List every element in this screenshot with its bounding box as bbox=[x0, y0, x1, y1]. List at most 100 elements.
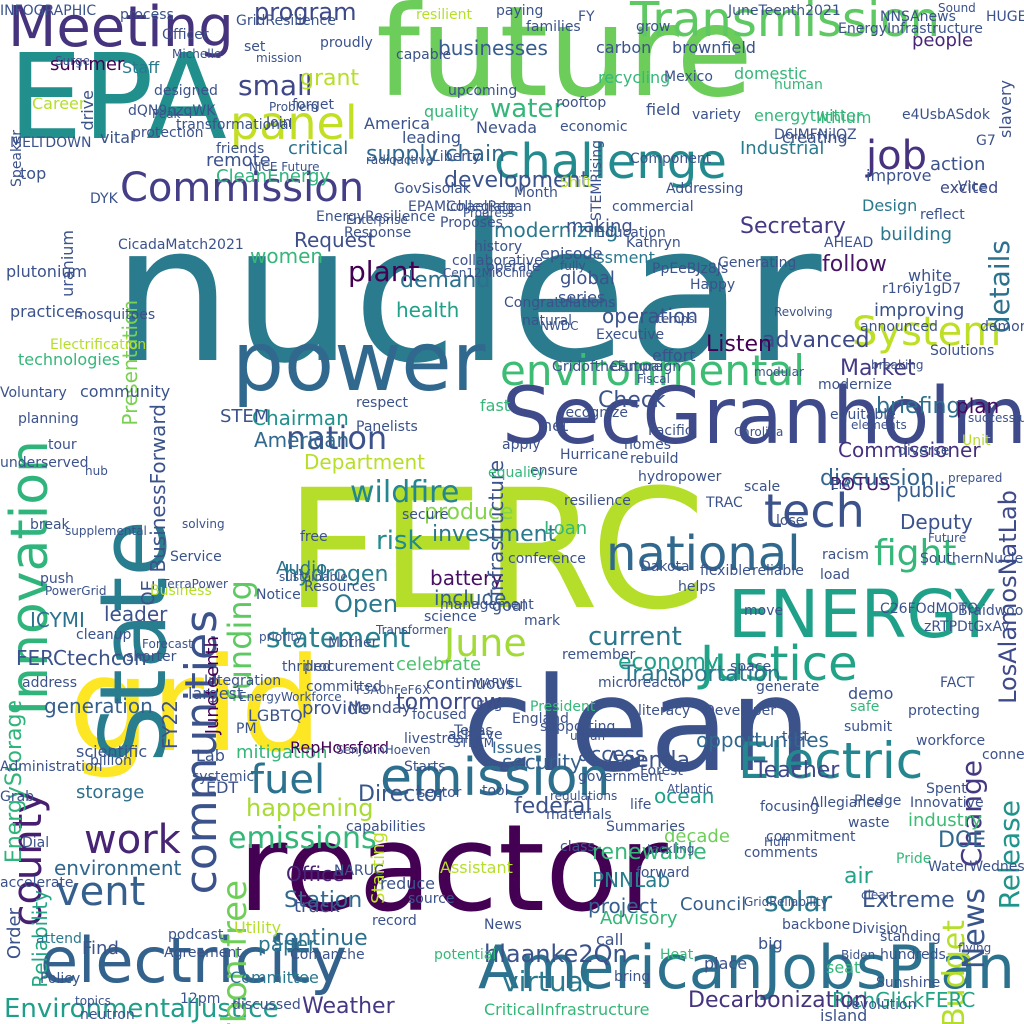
word-energytwitter: energytwitter bbox=[754, 106, 863, 125]
word-emissions: emissions bbox=[228, 821, 377, 856]
word-loan: Loan bbox=[544, 518, 588, 539]
word-voluntary: Voluntary bbox=[0, 385, 67, 401]
word-transformational: transformational bbox=[176, 117, 293, 133]
word-potential: potential bbox=[434, 947, 497, 963]
word-address: address bbox=[22, 675, 78, 691]
word-effort: effort bbox=[652, 346, 696, 365]
word-d6lmfnjlqz: D6lMFNjlQZ bbox=[774, 127, 857, 143]
word-tour: tour bbox=[48, 437, 77, 453]
word-continuous: continuous bbox=[426, 674, 514, 693]
word-grant: grant bbox=[300, 66, 360, 91]
word-topics: topics bbox=[75, 994, 111, 1008]
word-energyworkforce: EnergyWorkforce bbox=[239, 690, 342, 704]
word-water: water bbox=[490, 94, 565, 124]
word-national: national bbox=[606, 526, 801, 582]
word-nuclear: nuclear bbox=[112, 184, 822, 405]
word-reduce: reduce bbox=[380, 874, 436, 893]
word-policy: Policy bbox=[40, 971, 81, 987]
word-briefing: briefing bbox=[876, 394, 961, 419]
word-environmentaljustice: EnvironmentalJustice bbox=[4, 994, 279, 1024]
word-check: Check bbox=[598, 388, 666, 413]
word-designed: designed bbox=[154, 83, 218, 99]
word-council: Council bbox=[680, 894, 747, 915]
word-president: President bbox=[530, 699, 596, 715]
word-prepared: prepared bbox=[948, 471, 1003, 485]
word-peak: Peak bbox=[152, 107, 181, 121]
word-discussed: discussed bbox=[232, 997, 301, 1013]
word-future: Future bbox=[928, 531, 967, 545]
word-forget: forget bbox=[292, 97, 334, 113]
word-urban: urban bbox=[570, 729, 606, 743]
word-innovative: Innovative bbox=[910, 795, 984, 811]
word-load: load bbox=[820, 567, 850, 583]
word-speaker: Speaker bbox=[9, 130, 25, 187]
word-ppeebjz8js: PpEeBJz8Js bbox=[652, 261, 729, 277]
word-rooftop: rooftop bbox=[556, 95, 607, 111]
word-announced: announced bbox=[860, 319, 938, 335]
word-break: break bbox=[30, 517, 70, 533]
word-forest: Forest bbox=[640, 763, 683, 779]
word-fiscal: Fiscal bbox=[637, 372, 670, 386]
word-hub: hub bbox=[85, 464, 108, 478]
word-england: England bbox=[512, 711, 569, 727]
word-plutonium: plutonium bbox=[6, 262, 88, 281]
word-connect: connect bbox=[982, 747, 1024, 763]
word-enterprise: Enterprise bbox=[346, 213, 408, 227]
word-mother: Mother bbox=[328, 635, 378, 651]
word-materials: materials bbox=[546, 807, 612, 823]
word-planning: planning bbox=[18, 411, 79, 427]
word-american: American bbox=[254, 428, 350, 452]
word-progress: Progress bbox=[463, 206, 515, 220]
word-wildfire: wildfire bbox=[350, 475, 460, 510]
word-comanche: Comanche bbox=[290, 947, 365, 963]
word-billion: billion bbox=[90, 753, 132, 769]
word-improve: improve bbox=[866, 166, 932, 185]
word-news: News bbox=[957, 888, 992, 970]
word-solving: solving bbox=[182, 517, 225, 531]
word-release: Release bbox=[993, 800, 1024, 910]
word-emission: emission bbox=[380, 748, 611, 808]
word-agenda: Agenda bbox=[606, 748, 690, 773]
word-audio: Audio bbox=[276, 558, 328, 579]
word-infographic: INFOGRAPHIC bbox=[0, 3, 97, 19]
word-govsisolak: GovSisolak bbox=[394, 181, 471, 197]
word-transportation: Transportation bbox=[622, 662, 781, 687]
word-huff: Huff bbox=[764, 835, 789, 849]
word-discussion: discussion bbox=[820, 466, 935, 491]
word-stemrising: STEMRising bbox=[589, 140, 605, 221]
word-solar: solar bbox=[764, 885, 833, 918]
word-integration: Integration bbox=[204, 673, 282, 689]
word-workforce: workforce bbox=[916, 733, 986, 749]
word-follow: follow bbox=[822, 252, 887, 277]
word-radioactive: radioactive bbox=[366, 153, 434, 167]
word-modernize: modernize bbox=[818, 377, 892, 393]
word-steam: STEAM bbox=[453, 736, 495, 750]
word-office: Office bbox=[286, 862, 345, 886]
word-standing: standing bbox=[880, 929, 941, 945]
word-richglickferc: RichGlickFERC bbox=[832, 988, 976, 1012]
word-work: work bbox=[84, 817, 181, 863]
word-environment: environment bbox=[54, 856, 182, 880]
word-flexible: flexible bbox=[700, 563, 751, 579]
word-chairman: Chairman bbox=[252, 406, 349, 430]
word-department: Department bbox=[304, 450, 426, 474]
word-place: place bbox=[704, 954, 748, 973]
word-revolving: Revolving bbox=[774, 305, 833, 319]
word-building: building bbox=[880, 224, 953, 245]
word-racism: racism bbox=[822, 547, 869, 563]
word-hurricane: Hurricane bbox=[560, 447, 629, 463]
word-grab: Grab bbox=[0, 789, 35, 805]
word-modular: modular bbox=[754, 365, 804, 379]
word-administration: Administration bbox=[0, 759, 103, 775]
word-dakota: Dakota bbox=[640, 559, 690, 575]
word-risk: risk bbox=[376, 526, 423, 556]
word-renewable: renewable bbox=[592, 840, 707, 865]
word-carbon: carbon bbox=[596, 38, 652, 57]
word-neutron: neutron bbox=[80, 1007, 135, 1023]
word-clear: clear bbox=[861, 888, 891, 902]
word-americanjobsplan: AmericanJobsPlan bbox=[478, 933, 1015, 1003]
word-reliable: reliable bbox=[752, 563, 804, 579]
word-commitment: commitment bbox=[766, 829, 856, 845]
word-accelerate: accelerate bbox=[0, 875, 74, 891]
word-protection: protection bbox=[132, 125, 204, 141]
